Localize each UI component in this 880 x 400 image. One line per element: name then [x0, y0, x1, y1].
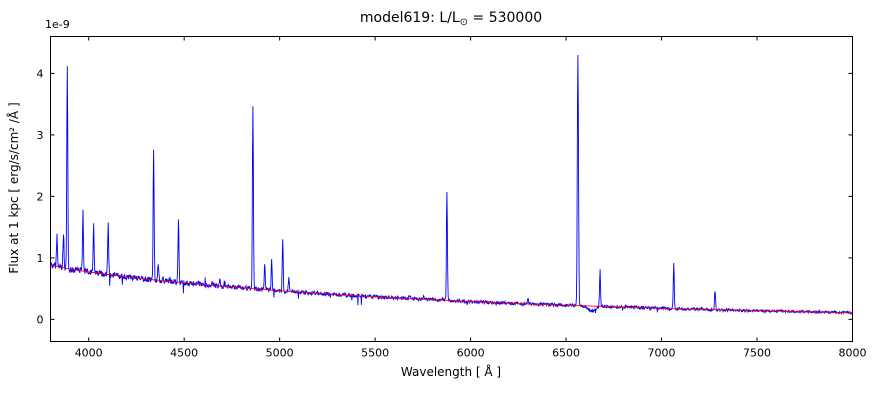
- y-axis-offset-label: 1e-9: [45, 18, 70, 31]
- y-tick-label: 1: [37, 252, 44, 265]
- chart-title-sun-symbol: ⊙: [459, 17, 469, 28]
- x-tick-label: 5000: [266, 347, 294, 360]
- x-tick-label: 6000: [457, 347, 485, 360]
- x-tick-label: 5500: [361, 347, 389, 360]
- chart-title: model619: L/L⊙ = 530000: [50, 10, 852, 28]
- x-tick-label: 7500: [743, 347, 771, 360]
- x-tick-label: 4000: [75, 347, 103, 360]
- axes-frame: [50, 36, 853, 342]
- chart-title-rest: = 530000: [468, 10, 543, 26]
- y-axis-label: Flux at 1 kpc [ erg/s/cm² /Å ]: [7, 102, 21, 274]
- y-tick-label: 0: [37, 313, 44, 326]
- x-tick-label: 6500: [552, 347, 580, 360]
- y-tick-label: 4: [37, 67, 44, 80]
- x-tick-label: 7000: [648, 347, 676, 360]
- y-tick-label: 3: [37, 129, 44, 142]
- x-tick-label: 4500: [170, 347, 198, 360]
- continuum-line: [50, 264, 853, 314]
- spectrum-line: [50, 54, 853, 316]
- y-tick-label: 2: [37, 190, 44, 203]
- chart-title-main: model619: L/L: [359, 10, 460, 26]
- x-axis-label: Wavelength [ Å ]: [400, 365, 502, 379]
- x-tick-label: 8000: [839, 347, 867, 360]
